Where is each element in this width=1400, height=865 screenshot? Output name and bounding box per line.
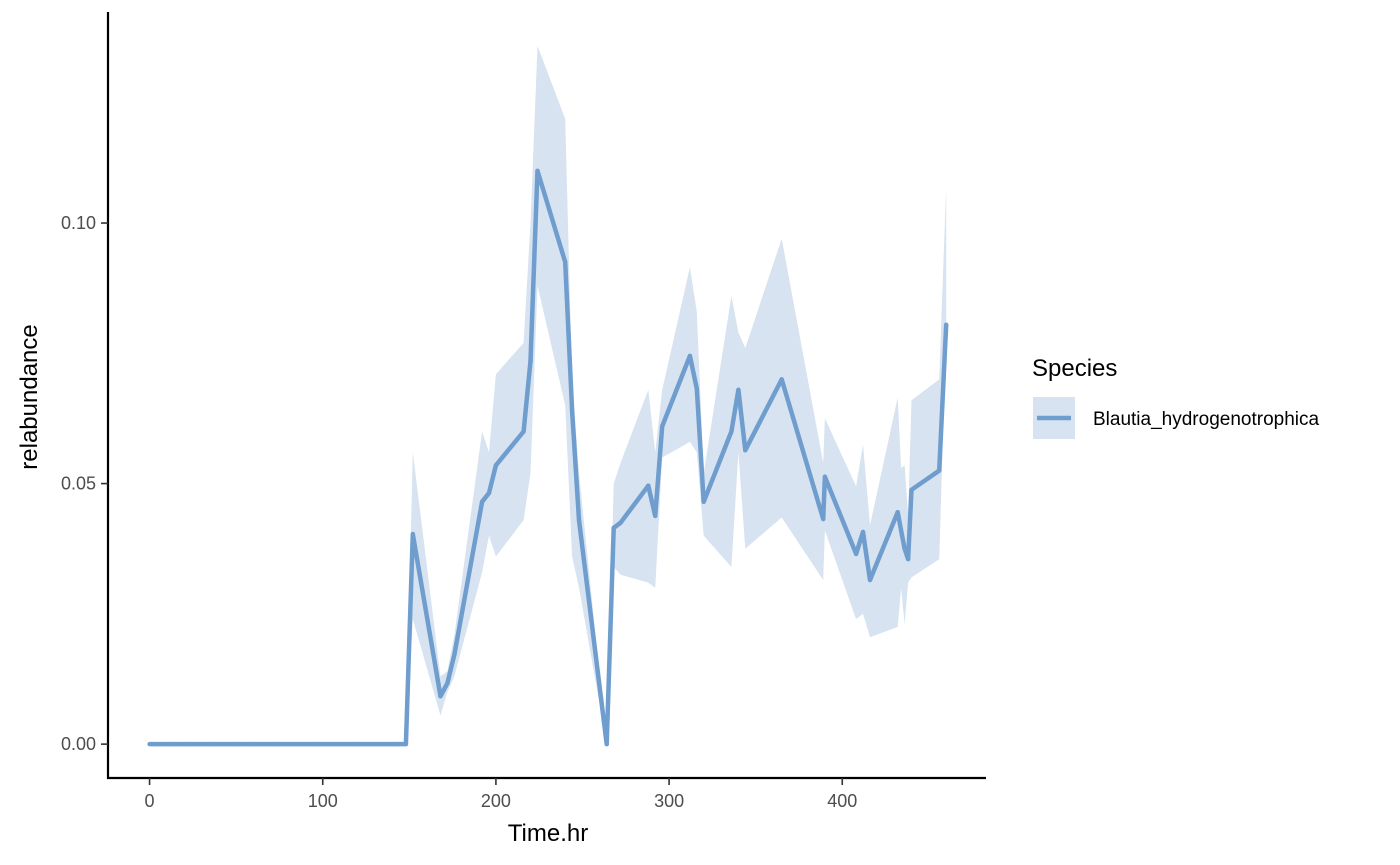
data-point xyxy=(779,377,784,382)
data-point xyxy=(895,510,900,515)
legend: Species Blautia_hydrogenotrophica xyxy=(1032,355,1319,439)
data-point xyxy=(822,474,828,479)
plot-panel xyxy=(147,45,949,747)
x-axis-title: Time.hr xyxy=(508,820,588,847)
data-point xyxy=(493,463,499,468)
data-point xyxy=(729,429,734,434)
y-tick-label: 0.05 xyxy=(61,474,96,494)
data-point xyxy=(860,529,866,535)
legend-title: Species xyxy=(1032,355,1117,382)
data-point xyxy=(694,386,699,391)
confidence-ribbon-0 xyxy=(149,45,947,745)
x-tick-label: 0 xyxy=(145,791,155,811)
x-tick-label: 100 xyxy=(308,791,338,811)
data-point xyxy=(188,741,194,747)
data-point xyxy=(251,741,256,747)
data-point xyxy=(209,741,215,747)
data-point xyxy=(569,408,575,413)
data-point xyxy=(821,516,826,522)
data-point xyxy=(646,483,651,488)
y-tick-label: 0.10 xyxy=(61,213,96,233)
data-point xyxy=(898,528,904,533)
data-point xyxy=(902,546,907,551)
data-point xyxy=(452,652,457,657)
data-point xyxy=(147,741,152,747)
data-point xyxy=(528,358,533,364)
series-line-layer xyxy=(147,168,949,747)
confidence-ribbon-layer xyxy=(149,45,947,745)
data-point xyxy=(743,448,748,453)
data-point xyxy=(521,429,526,434)
data-point xyxy=(867,577,873,583)
data-point xyxy=(701,499,706,504)
x-tick-label: 400 xyxy=(827,791,857,811)
data-point xyxy=(611,525,616,531)
data-point xyxy=(944,322,949,327)
data-point xyxy=(479,499,485,504)
data-point xyxy=(535,168,540,174)
x-tick-label: 300 xyxy=(654,791,684,811)
y-axis-title: relabundance xyxy=(16,324,43,469)
y-axis-ticks: 0.00 0.05 0.10 xyxy=(61,213,108,754)
data-point xyxy=(653,513,658,519)
y-tick-label: 0.00 xyxy=(61,734,96,754)
data-point xyxy=(736,387,741,392)
data-point xyxy=(396,741,402,747)
x-axis-ticks: 0 100 200 300 400 xyxy=(145,778,857,811)
data-point xyxy=(905,556,911,562)
legend-label: Blautia_hydrogenotrophica xyxy=(1093,409,1319,430)
data-point xyxy=(272,741,277,747)
data-point xyxy=(604,741,609,747)
data-point xyxy=(687,353,693,359)
data-point xyxy=(230,741,235,747)
data-point xyxy=(660,424,665,429)
data-point xyxy=(618,520,623,525)
data-point xyxy=(486,490,492,496)
data-point xyxy=(355,741,360,747)
data-point xyxy=(563,259,568,265)
data-point xyxy=(445,681,450,686)
data-point xyxy=(576,517,582,523)
data-point xyxy=(937,468,942,473)
data-point xyxy=(168,741,173,747)
x-tick-label: 200 xyxy=(481,791,511,811)
data-point xyxy=(438,694,443,699)
data-point xyxy=(313,741,318,747)
data-point xyxy=(853,551,859,557)
data-point xyxy=(909,487,914,492)
data-point xyxy=(410,531,415,537)
data-point xyxy=(403,741,409,747)
